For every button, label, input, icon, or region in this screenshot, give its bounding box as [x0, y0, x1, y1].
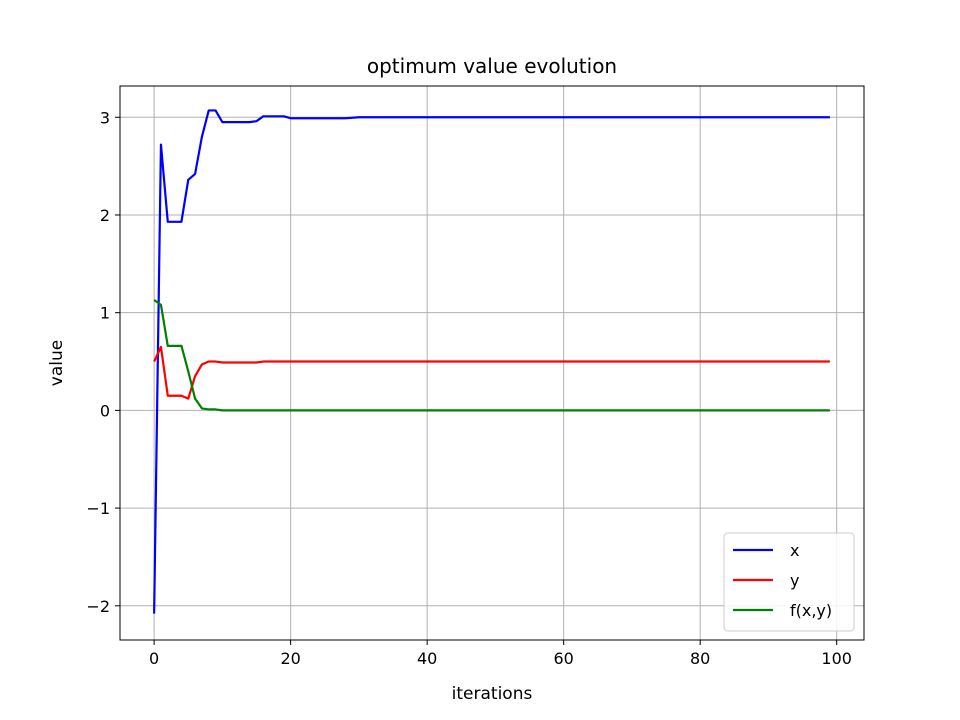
x-axis-label: iterations: [452, 684, 533, 704]
y-tick-label: −1: [86, 499, 110, 518]
y-axis-label: value: [47, 340, 67, 386]
y-tick-label: 0: [100, 401, 110, 420]
x-tick-label: 100: [821, 649, 852, 668]
y-tick-label: −2: [86, 597, 110, 616]
x-tick-label: 60: [553, 649, 573, 668]
legend-label-2: f(x,y): [790, 601, 832, 620]
legend-box: [723, 532, 855, 632]
plot-area-frame: [119, 85, 865, 641]
chart-title: optimum value evolution: [367, 54, 617, 78]
legend-label-0: x: [790, 541, 799, 560]
series-lines: [153, 109, 830, 614]
y-tick-label: 2: [100, 206, 110, 225]
y-tick-label: 1: [100, 304, 110, 323]
x-tick-label: 80: [690, 649, 710, 668]
series-line-0: [153, 109, 830, 614]
legend: xy f(x,y): [723, 532, 855, 632]
x-tick-label: 20: [280, 649, 300, 668]
y-tick-label: 3: [100, 108, 110, 127]
legend-label-1: y: [790, 571, 799, 590]
x-tick-label: 0: [149, 649, 159, 668]
x-tick-label: 40: [417, 649, 437, 668]
series-line-1: [153, 345, 830, 400]
series-line-2: [153, 299, 830, 412]
axis-ticks: 0 20 40 60 80 100 −2 −1 0 1 2 3: [86, 108, 852, 668]
